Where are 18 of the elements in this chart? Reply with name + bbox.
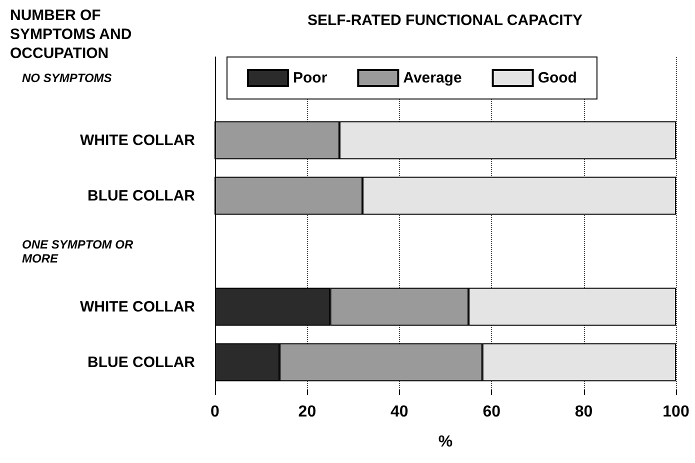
y-tick-label: BLUE COLLAR xyxy=(88,354,196,371)
x-tick-label: 40 xyxy=(390,404,408,420)
x-axis-title: % xyxy=(438,434,453,450)
y-axis-title: NUMBER OF SYMPTOMS AND OCCUPATION xyxy=(10,7,136,62)
text: NO SYMPTOMS xyxy=(22,70,112,85)
y-tick-label: WHITE COLLAR xyxy=(80,298,196,316)
x-tick-label: 20 xyxy=(298,404,316,420)
chart-title: SELF-RATED FUNCTIONAL CAPACITY xyxy=(308,12,582,29)
text: ONE SYMPTOM OR MORE xyxy=(22,237,136,266)
y-tick-label: WHITE COLLAR xyxy=(80,132,196,149)
legend-label: Good xyxy=(538,70,577,86)
x-tick-label: 100 xyxy=(662,404,690,420)
y-tick-label: BLUE COLLAR xyxy=(88,187,196,204)
x-tick-label: 60 xyxy=(482,404,501,420)
legend-label: Average xyxy=(403,70,462,86)
x-tick-label: 80 xyxy=(574,404,593,420)
x-tick-label: 0 xyxy=(210,404,220,420)
legend-label: Poor xyxy=(293,70,328,86)
